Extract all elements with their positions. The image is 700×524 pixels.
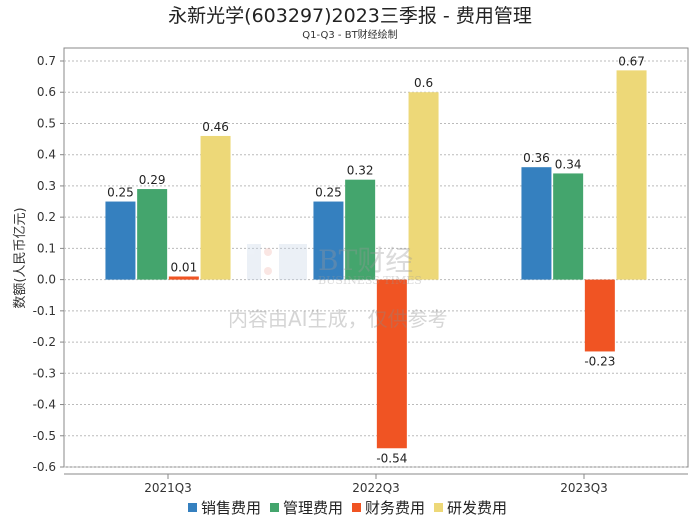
- y-tick-label: 0.3: [37, 179, 56, 193]
- legend-swatch: [434, 503, 443, 512]
- legend-swatch: [270, 503, 279, 512]
- data-label: 0.25: [107, 186, 134, 200]
- watermark-notice: 内容由AI生成，仅供参考: [228, 307, 448, 331]
- watermark: BT财经 BUSINESS TIMES 内容由AI生成，仅供参考: [228, 244, 448, 331]
- bar: [200, 135, 231, 280]
- y-tick-label: -0.3: [33, 366, 56, 380]
- y-tick-label: 0.2: [37, 210, 56, 224]
- watermark-brand-en: BUSINESS TIMES: [318, 274, 422, 287]
- data-label: 0.01: [170, 260, 197, 274]
- y-tick-label: 0.7: [37, 54, 56, 68]
- data-label: 0.67: [618, 54, 645, 68]
- x-tick-label: 2021Q3: [144, 481, 192, 495]
- legend-swatch: [188, 503, 197, 512]
- bar: [376, 279, 407, 449]
- y-tick-label: -0.2: [33, 335, 56, 349]
- bar: [313, 201, 344, 280]
- y-tick-label: 0.6: [37, 85, 56, 99]
- legend-label: 研发费用: [447, 499, 507, 517]
- bar: [584, 279, 615, 352]
- legend-label: 销售费用: [201, 499, 261, 517]
- x-tick-label: 2022Q3: [352, 481, 400, 495]
- legend-label: 财务费用: [365, 499, 425, 517]
- legend-label: 管理费用: [283, 499, 343, 517]
- y-tick-label: -0.1: [33, 304, 56, 318]
- y-axis-label: 数额(人民币亿元): [13, 207, 28, 308]
- y-tick-label: -0.4: [33, 398, 56, 412]
- data-label: 0.25: [315, 186, 342, 200]
- x-tick-label: 2023Q3: [560, 481, 608, 495]
- data-label: 0.36: [523, 151, 550, 165]
- data-label: -0.23: [584, 354, 615, 368]
- data-label: 0.34: [555, 157, 582, 171]
- chart-subtitle: Q1-Q3 - BT财经绘制: [302, 28, 397, 41]
- bar: [408, 92, 439, 280]
- y-tick-label: 0.5: [37, 116, 56, 130]
- bar: [137, 189, 168, 280]
- chart-title: 永新光学(603297)2023三季报 - 费用管理: [168, 5, 532, 27]
- bar: [521, 167, 552, 280]
- y-tick-label: -0.5: [33, 429, 56, 443]
- bar: [168, 276, 199, 280]
- bar: [616, 70, 647, 280]
- bar: [553, 173, 584, 280]
- y-tick-label: 0.1: [37, 241, 56, 255]
- y-tick-label: 0.4: [37, 148, 56, 162]
- data-label: 0.6: [414, 76, 433, 90]
- data-label: 0.46: [202, 120, 229, 134]
- legend-swatch: [352, 503, 361, 512]
- data-label: -0.54: [376, 451, 407, 465]
- y-tick-label: 0.0: [37, 273, 56, 287]
- bar: [345, 179, 376, 280]
- data-label: 0.32: [347, 164, 374, 178]
- bar: [105, 201, 136, 280]
- data-label: 0.29: [139, 173, 166, 187]
- y-tick-label: -0.6: [33, 460, 56, 474]
- watermark-brand: BT财经: [318, 244, 413, 277]
